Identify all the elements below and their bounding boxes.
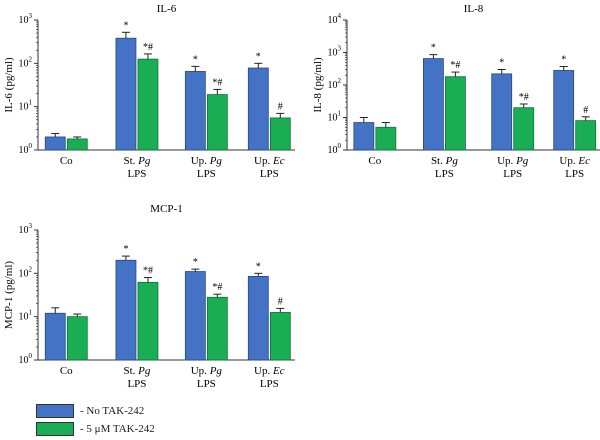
y-tick-label: 103 — [328, 45, 342, 59]
significance-label: * — [123, 244, 128, 255]
y-tick-label: 103 — [19, 12, 33, 26]
bar-no-tak — [247, 275, 269, 361]
legend-label-no-tak: - No TAK-242 — [80, 405, 145, 417]
y-axis-label: MCP-1 (pg/ml) — [3, 261, 15, 329]
bar-tak — [66, 316, 88, 361]
y-tick-label: 101 — [19, 309, 33, 323]
chart-title: MCP-1 — [150, 203, 182, 215]
x-tick-label: Up. Ec — [559, 155, 590, 167]
significance-label: # — [583, 105, 588, 116]
x-tick-label-line2: LPS — [435, 168, 454, 180]
x-tick-label: St. Pg — [123, 365, 150, 377]
y-tick-label: 102 — [19, 55, 33, 69]
x-tick-label-line2: LPS — [127, 378, 146, 390]
x-tick-label-line2: LPS — [503, 168, 522, 180]
significance-label: * — [431, 43, 436, 54]
significance-label: *# — [143, 42, 153, 53]
bar-no-tak — [353, 122, 375, 151]
bar-no-tak — [44, 312, 66, 361]
legend-swatch-no-tak — [36, 404, 74, 418]
x-tick-label-line2: LPS — [197, 168, 216, 180]
x-tick-label: Up. Pg — [497, 155, 529, 167]
bar-tak — [575, 120, 597, 151]
legend-swatch-tak — [36, 422, 74, 436]
y-tick-label: 100 — [19, 142, 33, 156]
y-tick-label: 100 — [19, 352, 33, 366]
significance-label: * — [256, 51, 261, 62]
significance-label: * — [193, 257, 198, 268]
y-tick-label: 103 — [19, 222, 33, 236]
x-tick-label: Up. Ec — [254, 365, 285, 377]
bar-tak — [513, 107, 535, 151]
x-tick-label: Co — [60, 365, 73, 377]
y-tick-label: 100 — [328, 142, 342, 156]
bar-tak — [137, 281, 159, 361]
x-tick-label-line2: LPS — [260, 378, 279, 390]
y-axis-label: IL-6 (pg/ml) — [3, 57, 15, 113]
significance-label: *# — [212, 77, 222, 88]
significance-label: # — [278, 101, 283, 112]
bar-tak — [137, 58, 159, 151]
bar-no-tak — [115, 37, 137, 151]
bar-no-tak — [44, 136, 66, 151]
bar-no-tak — [184, 71, 206, 151]
significance-label: *# — [143, 266, 153, 277]
significance-label: # — [278, 296, 283, 307]
bar-tak — [269, 312, 291, 361]
legend-item-no-tak: - No TAK-242 — [36, 404, 236, 422]
bar-no-tak — [491, 73, 513, 151]
x-tick-label-line2: LPS — [127, 168, 146, 180]
significance-label: * — [193, 54, 198, 65]
bar-no-tak — [115, 259, 137, 361]
bar-no-tak — [247, 67, 269, 151]
legend-item-tak: - 5 μM TAK-242 — [36, 422, 236, 440]
significance-label: *# — [212, 282, 222, 293]
significance-label: * — [561, 55, 566, 66]
bar-tak — [375, 126, 397, 151]
bar-no-tak — [553, 70, 575, 151]
significance-label: * — [256, 261, 261, 272]
x-tick-label: St. Pg — [123, 155, 150, 167]
significance-label: * — [123, 20, 128, 31]
bar-tak — [66, 138, 88, 151]
x-tick-label: Co — [368, 155, 381, 167]
y-tick-label: 104 — [328, 12, 342, 26]
x-tick-label-line2: LPS — [197, 378, 216, 390]
y-tick-label: 102 — [328, 77, 342, 91]
x-tick-label-line2: LPS — [565, 168, 584, 180]
chart-title: IL-6 — [157, 3, 177, 15]
bar-no-tak — [423, 58, 444, 151]
bar-tak — [269, 117, 291, 151]
bar-no-tak — [184, 271, 206, 361]
y-tick-label: 101 — [19, 99, 33, 113]
significance-label: *# — [450, 60, 460, 71]
x-tick-label: Up. Pg — [191, 155, 223, 167]
significance-label: * — [499, 57, 504, 68]
y-tick-label: 102 — [19, 265, 33, 279]
y-axis-label: IL-8 (pg/ml) — [312, 57, 324, 113]
bar-tak — [445, 76, 466, 151]
bar-tak — [206, 94, 228, 151]
chart-title: IL-8 — [464, 3, 484, 15]
significance-label: *# — [519, 92, 529, 103]
x-tick-label: Co — [60, 155, 73, 167]
legend-label-tak: - 5 μM TAK-242 — [80, 423, 155, 435]
bar-tak — [206, 296, 228, 361]
x-tick-label: Up. Pg — [191, 365, 223, 377]
x-tick-label-line2: LPS — [260, 168, 279, 180]
x-tick-label: Up. Ec — [254, 155, 285, 167]
y-tick-label: 101 — [328, 110, 342, 124]
x-tick-label: St. Pg — [431, 155, 458, 167]
